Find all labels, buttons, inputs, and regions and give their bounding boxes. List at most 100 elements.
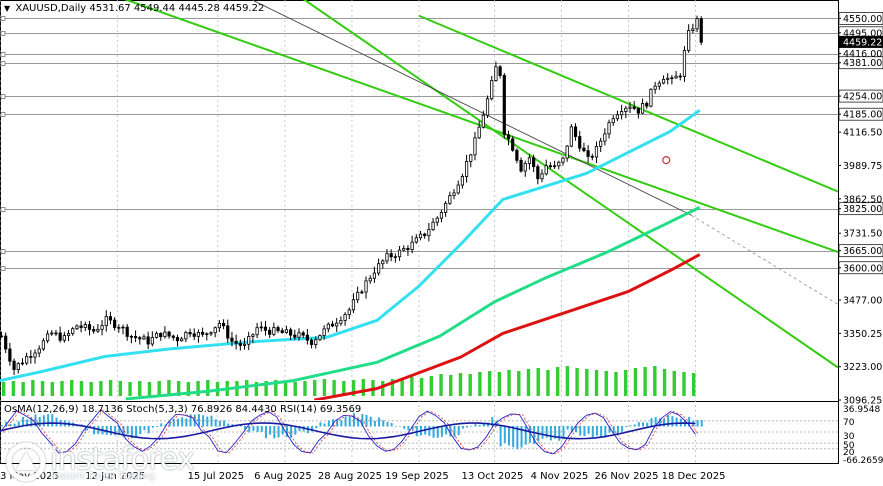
candle-body: [217, 322, 221, 329]
osma-bar: [696, 420, 699, 427]
volume-bar: [332, 380, 336, 396]
osc-axis-label: 70: [843, 418, 855, 428]
candle-body: [188, 332, 192, 335]
candle-body: [339, 320, 343, 324]
candle-body: [259, 326, 263, 329]
pivot-marker: [662, 156, 671, 165]
osma-bar: [403, 426, 406, 429]
volume-bar: [244, 380, 249, 396]
candle-body: [92, 329, 96, 332]
volume-bar: [322, 379, 327, 396]
level-marker: [0, 207, 6, 212]
osma-bar: [461, 426, 464, 429]
candle-body: [695, 18, 699, 30]
osma-bar: [352, 413, 355, 427]
trend-line: [251, 0, 692, 216]
candle-body: [133, 336, 138, 339]
candle-body: [649, 88, 653, 107]
volume-bar: [176, 381, 181, 396]
osma-bar: [298, 426, 301, 432]
candle-body: [594, 146, 599, 158]
volume-bar: [662, 369, 667, 396]
candle-body: [62, 335, 66, 341]
osma-bar: [357, 418, 360, 427]
candle-body: [624, 107, 628, 112]
candle-body: [113, 319, 117, 328]
price-tick-label: 4116.50: [843, 128, 882, 139]
candle-body: [561, 157, 565, 163]
volume-bar: [50, 382, 54, 396]
candle-body: [12, 360, 16, 370]
volume-bar: [517, 371, 521, 396]
candle-body: [477, 126, 481, 139]
volume-bar: [361, 379, 365, 396]
osma-bar: [688, 416, 691, 427]
osma-bar: [332, 419, 335, 427]
osma-bar: [549, 426, 552, 441]
volume-bar: [381, 381, 385, 396]
price-tick-label: 3477.00: [843, 296, 882, 307]
volume-bar: [70, 380, 74, 396]
osma-bar: [449, 426, 452, 437]
candle-body: [301, 332, 305, 336]
level-marker: [0, 31, 6, 36]
osma-bar: [470, 425, 473, 427]
candle-body: [205, 333, 209, 336]
osma-bar: [185, 418, 188, 427]
osma-bar: [595, 426, 598, 436]
time-tick-label: 28 Aug 2025: [318, 471, 382, 482]
time-tick-label: 19 Sep 2025: [385, 471, 448, 482]
candle-body: [670, 77, 674, 80]
candle-body: [376, 263, 381, 274]
osma-bar: [700, 420, 703, 427]
osma-bar: [197, 414, 200, 427]
volume-bars: [2, 366, 696, 396]
candle-body: [469, 154, 473, 162]
osma-bar: [76, 426, 79, 427]
osma-bar: [394, 425, 397, 427]
candle-body: [456, 184, 460, 194]
osc-axis-label: -66.2659: [843, 456, 883, 466]
osma-bar: [189, 414, 192, 427]
volume-bar: [283, 381, 288, 396]
candle-body: [490, 80, 494, 100]
volume-bar: [40, 381, 45, 396]
osma-bar: [369, 416, 372, 427]
candle-body: [196, 331, 201, 337]
osma-bar: [621, 426, 624, 432]
osma-bar: [294, 426, 297, 435]
price-tick-label: 3825.00: [843, 204, 882, 215]
osma-bar: [315, 426, 318, 429]
candle-body: [154, 333, 159, 338]
osma-bar: [482, 423, 485, 427]
time-tick-label: 13 Oct 2025: [462, 471, 524, 482]
osma-bar: [491, 417, 494, 427]
volume-bar: [633, 368, 638, 396]
volume-bar: [682, 372, 686, 396]
osma-bar: [545, 426, 548, 438]
osma-bar: [608, 426, 611, 433]
volume-bar: [186, 382, 191, 396]
osma-bar: [264, 426, 267, 439]
osma-bar: [223, 420, 226, 427]
candle-body: [640, 103, 645, 114]
candle-body: [66, 333, 71, 337]
candle-body: [452, 192, 456, 197]
horizontal-levels: [0, 16, 838, 271]
price-tick-label: 4254.00: [843, 92, 882, 103]
osma-bar: [637, 422, 640, 427]
osma-bar: [382, 420, 385, 427]
osma-bar: [591, 426, 594, 438]
osma-bar: [558, 426, 561, 441]
time-tick-label: 4 Nov 2025: [531, 471, 589, 482]
candle-body: [666, 77, 670, 80]
level-marker: [0, 52, 6, 57]
dropdown-triangle-icon[interactable]: ▼: [4, 4, 11, 13]
volume-bar: [206, 380, 210, 396]
candle-body: [628, 106, 632, 109]
osc-axis-label: 36.9548: [843, 405, 880, 415]
osma-bar: [390, 423, 393, 427]
level-marker: [0, 61, 6, 66]
